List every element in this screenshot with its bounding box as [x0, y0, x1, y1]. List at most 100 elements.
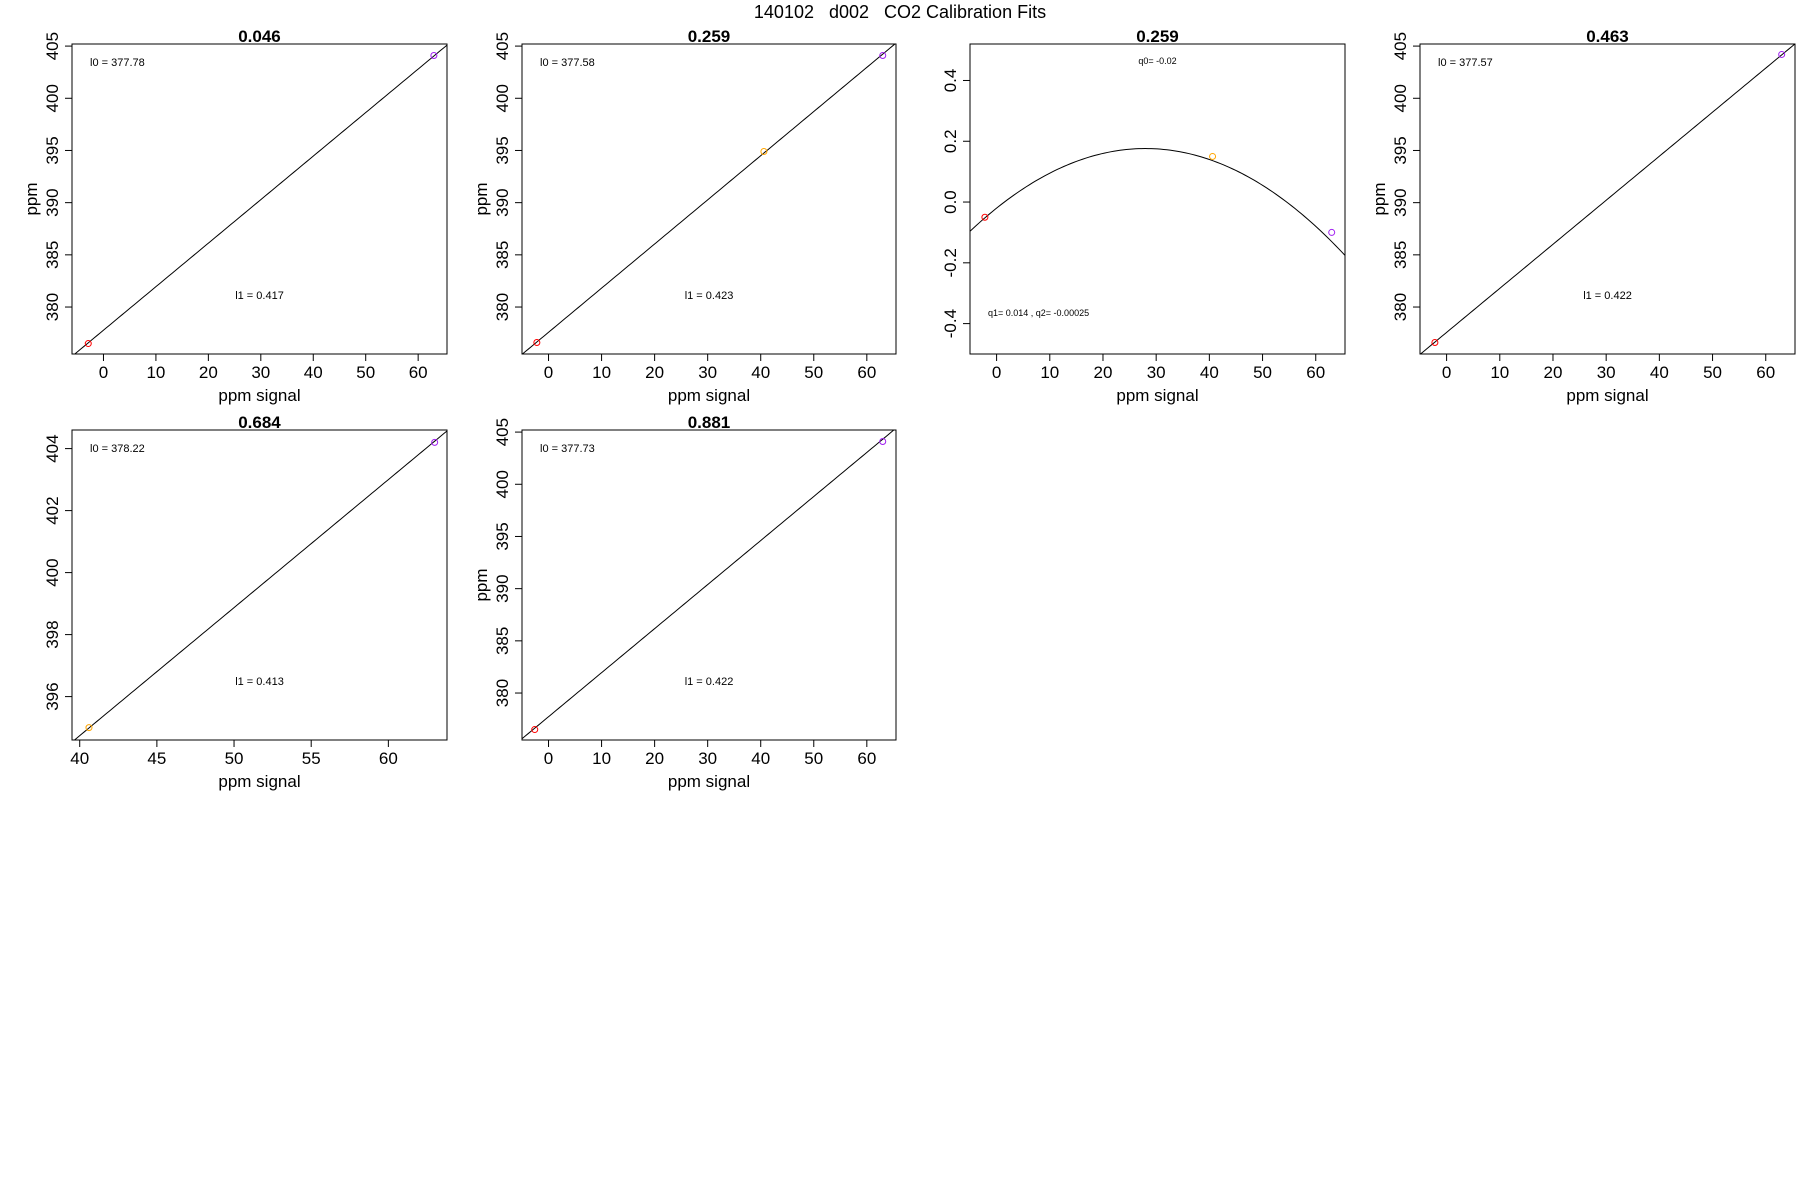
y-tick-label: 400	[43, 84, 62, 112]
x-tick-label: 30	[251, 363, 270, 382]
y-tick-label: 0.0	[941, 190, 960, 214]
figure-title: 140102 d002 CO2 Calibration Fits	[753, 2, 1047, 22]
y-tick-label: -0.2	[941, 248, 960, 277]
fit-annotation: l1 = 0.413	[235, 676, 284, 688]
y-tick-label: 390	[493, 188, 512, 216]
panel-title: 0.881	[688, 413, 731, 432]
x-tick-label: 30	[698, 363, 717, 382]
x-tick-label: 30	[1147, 363, 1166, 382]
plot-frame	[1419, 43, 1796, 355]
x-tick-label: 40	[1650, 363, 1669, 382]
x-tick-label: 60	[1306, 363, 1325, 382]
y-tick-label: 405	[493, 32, 512, 60]
x-tick-label: 0	[544, 749, 553, 768]
x-tick-label: 0	[99, 363, 108, 382]
y-axis-label: ppm	[1370, 182, 1389, 215]
y-axis-label: ppm	[22, 182, 41, 215]
x-tick-label: 0	[992, 363, 1001, 382]
y-tick-label: 395	[1391, 136, 1410, 164]
fit-annotation: q0= -0.02	[1138, 56, 1176, 66]
x-tick-label: 20	[1544, 363, 1563, 382]
x-tick-label: 60	[857, 363, 876, 382]
x-tick-label: 40	[751, 749, 770, 768]
data-point	[1431, 339, 1439, 347]
data-point	[1209, 152, 1217, 160]
y-axis-label: ppm	[472, 568, 491, 601]
x-tick-label: 40	[1200, 363, 1219, 382]
fit-curve	[522, 44, 896, 354]
panel-3: 0.259 0 10 20 30 40 50 60 -0.4 -0.2 0.0 0.2 0.4 ppm s…	[941, 27, 1346, 405]
fit-annotation: l1 = 0.422	[685, 676, 734, 688]
data-point	[533, 339, 541, 347]
panel-5: 0.684 40 45 50 55 60 396 398 400 402 404 ppm signal…	[43, 413, 448, 791]
data-point	[431, 438, 439, 446]
plot-frame	[969, 43, 1346, 355]
plot-frame	[521, 429, 897, 741]
y-tick-label: -0.4	[941, 309, 960, 338]
y-tick-label: 395	[493, 522, 512, 550]
fit-annotation: l0 = 377.78	[90, 57, 145, 69]
y-tick-label: 385	[1391, 241, 1410, 269]
fit-annotation: l1 = 0.423	[685, 290, 734, 302]
y-tick-label: 405	[43, 32, 62, 60]
data-point	[879, 51, 887, 59]
y-tick-label: 390	[1391, 188, 1410, 216]
x-tick-label: 45	[147, 749, 166, 768]
y-tick-label: 380	[1391, 293, 1410, 321]
data-point	[1328, 228, 1336, 236]
x-axis-label: ppm signal	[1116, 386, 1198, 405]
data-point	[981, 213, 989, 221]
x-tick-label: 50	[356, 363, 375, 382]
fit-curve	[970, 148, 1345, 256]
data-point	[1778, 50, 1786, 58]
x-axis-label: ppm signal	[1566, 386, 1648, 405]
y-tick-label: 395	[43, 136, 62, 164]
y-tick-label: 396	[43, 682, 62, 710]
x-tick-label: 20	[645, 363, 664, 382]
y-tick-label: 0.4	[941, 69, 960, 93]
y-tick-label: 380	[493, 679, 512, 707]
y-tick-label: 395	[493, 136, 512, 164]
x-tick-label: 50	[1253, 363, 1272, 382]
y-tick-label: 0.2	[941, 129, 960, 153]
y-tick-label: 402	[43, 496, 62, 524]
fit-curve	[522, 430, 895, 740]
x-tick-label: 60	[409, 363, 428, 382]
y-tick-label: 400	[493, 84, 512, 112]
y-tick-label: 380	[43, 293, 62, 321]
fit-annotation: l0 = 378.22	[90, 443, 145, 455]
y-tick-label: 385	[493, 241, 512, 269]
fit-annotation: l0 = 377.58	[540, 57, 595, 69]
x-tick-label: 50	[1703, 363, 1722, 382]
x-tick-label: 40	[751, 363, 770, 382]
panel-6: 0.881 0 10 20 30 40 50 60 380 385 390 395 400 405 ppm …	[472, 413, 897, 791]
panel-2: 0.259 0 10 20 30 40 50 60 380 385 390 395 400 405 ppm …	[472, 27, 897, 405]
plot-frame	[71, 429, 448, 741]
y-tick-label: 390	[43, 188, 62, 216]
panel-title: 0.259	[688, 27, 731, 46]
x-tick-label: 10	[1040, 363, 1059, 382]
y-tick-label: 385	[493, 627, 512, 655]
x-tick-label: 0	[1442, 363, 1451, 382]
fit-annotation: l1 = 0.422	[1583, 290, 1632, 302]
fit-annotation: l0 = 377.57	[1438, 57, 1493, 69]
y-tick-label: 380	[493, 293, 512, 321]
fit-annotation: q1= 0.014 , q2= -0.00025	[988, 308, 1089, 318]
data-point	[879, 437, 887, 445]
y-tick-label: 405	[1391, 32, 1410, 60]
plot-frame	[71, 43, 448, 355]
panel-title: 0.684	[238, 413, 281, 432]
fit-curve	[74, 44, 447, 354]
x-tick-label: 10	[146, 363, 165, 382]
data-point	[531, 726, 539, 734]
y-tick-label: 405	[493, 418, 512, 446]
data-point	[760, 148, 768, 156]
x-tick-label: 0	[544, 363, 553, 382]
x-tick-label: 20	[199, 363, 218, 382]
x-axis-label: ppm signal	[668, 772, 750, 791]
x-axis-label: ppm signal	[668, 386, 750, 405]
panel-title: 0.259	[1136, 27, 1179, 46]
x-tick-label: 30	[698, 749, 717, 768]
x-axis-label: ppm signal	[218, 772, 300, 791]
